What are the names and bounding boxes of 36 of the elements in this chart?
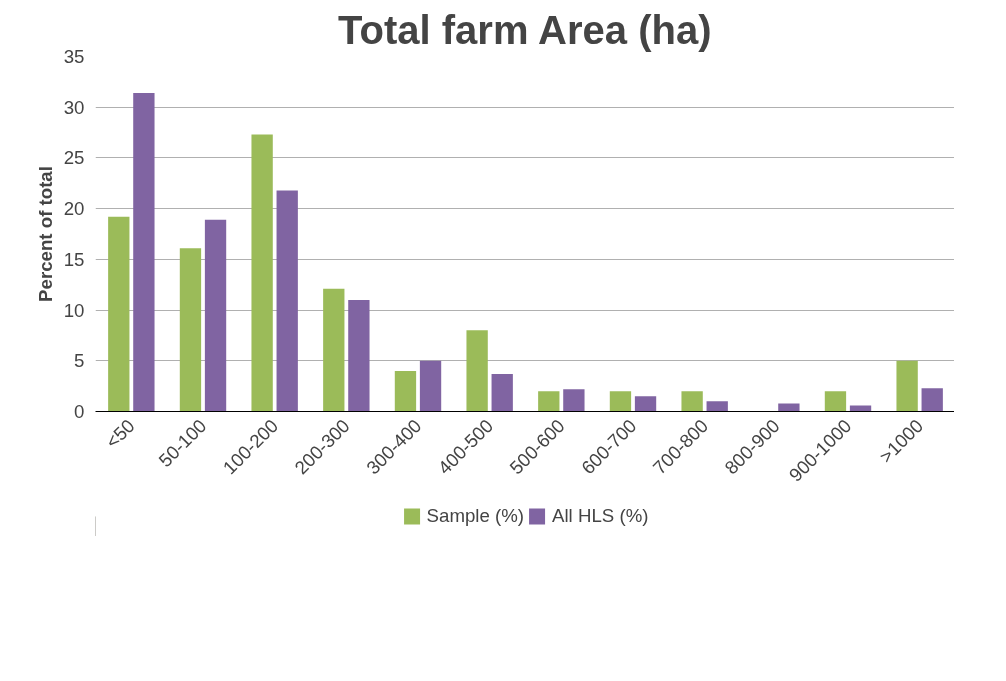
bar bbox=[251, 134, 273, 412]
bar bbox=[394, 370, 417, 412]
bar bbox=[706, 401, 728, 412]
bar bbox=[921, 388, 943, 412]
bar bbox=[419, 360, 442, 412]
bar bbox=[538, 391, 560, 412]
bar bbox=[778, 403, 800, 412]
bar bbox=[896, 360, 918, 412]
bar bbox=[348, 299, 370, 412]
bar bbox=[276, 190, 298, 412]
y-tick-label: 20 bbox=[63, 198, 85, 220]
bar bbox=[849, 405, 872, 412]
y-tick-label: 0 bbox=[74, 401, 85, 422]
bar bbox=[204, 219, 227, 412]
y-tick-label: 25 bbox=[63, 147, 85, 169]
bar bbox=[824, 391, 847, 412]
bar bbox=[491, 373, 513, 412]
bar bbox=[681, 391, 703, 412]
chart-title: Total farm Area (ha) bbox=[338, 7, 712, 52]
legend-label: All HLS (%) bbox=[552, 505, 649, 527]
bar bbox=[634, 396, 657, 412]
bar bbox=[323, 288, 345, 412]
y-tick-label: 30 bbox=[63, 96, 85, 118]
y-axis-title: Percent of total bbox=[34, 166, 56, 302]
x-tick-label: <50 bbox=[101, 415, 139, 453]
y-tick-label: 5 bbox=[74, 350, 85, 372]
y-tick-label: 15 bbox=[63, 248, 85, 270]
bar bbox=[563, 389, 585, 412]
bar bbox=[609, 391, 632, 412]
y-tick-label: 35 bbox=[63, 46, 85, 67]
bar bbox=[179, 248, 202, 412]
bar bbox=[133, 93, 155, 412]
y-tick-label: 10 bbox=[63, 299, 85, 321]
bar bbox=[108, 216, 130, 412]
bar bbox=[466, 330, 488, 412]
legend-label: Sample (%) bbox=[426, 505, 525, 527]
